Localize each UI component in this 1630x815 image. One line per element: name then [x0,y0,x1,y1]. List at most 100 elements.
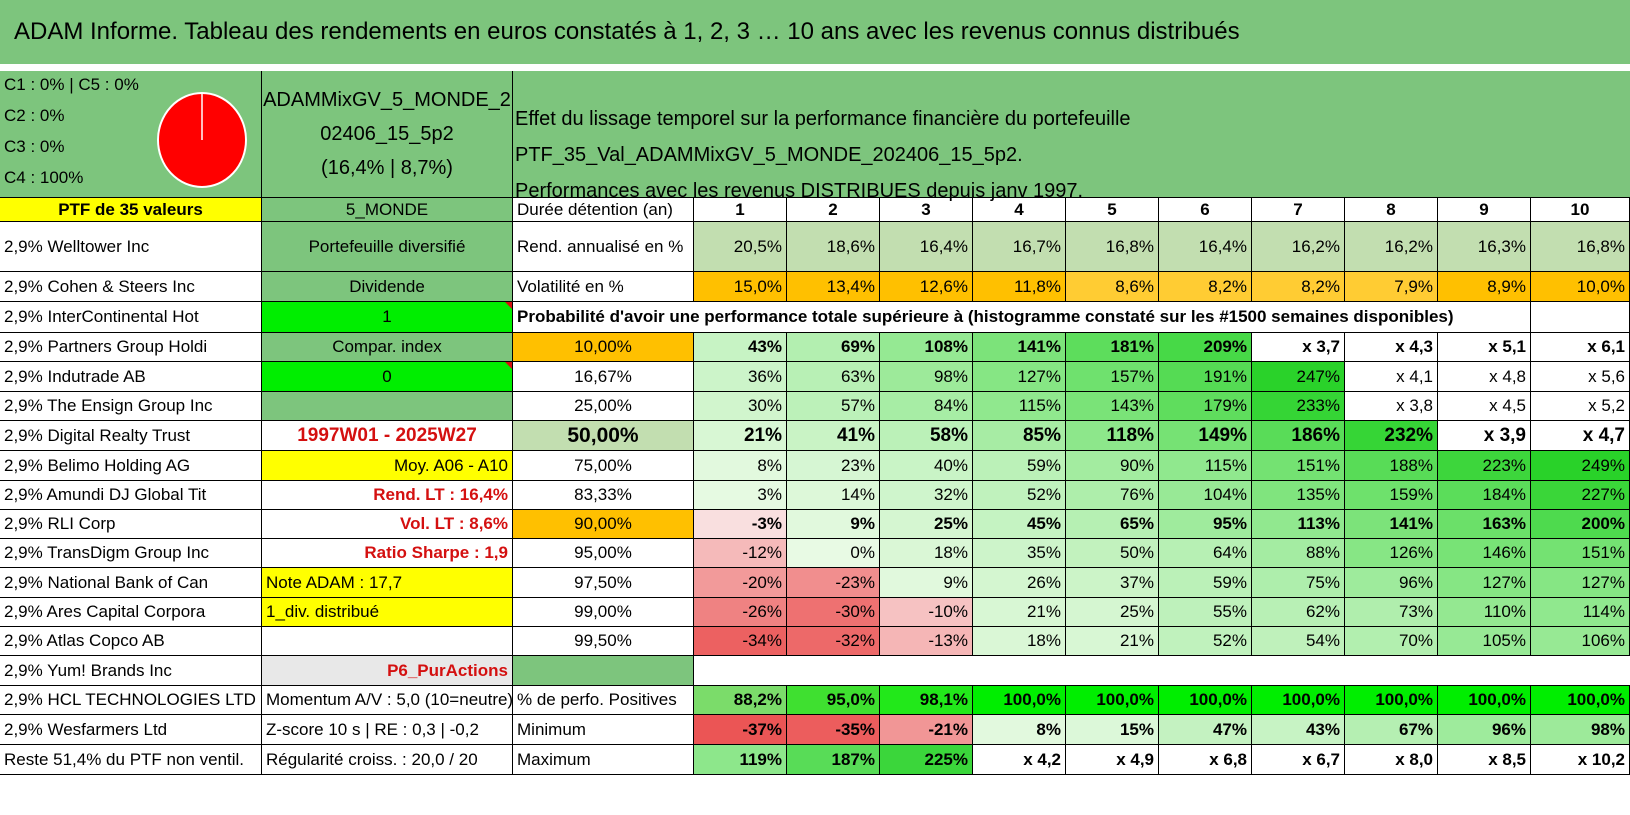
probability-value: 37% [1066,568,1159,598]
legend-line: C1 : 0% | C5 : 0% [4,75,139,94]
probability-value: 21% [973,598,1066,627]
year-header: 8 [1345,198,1438,222]
stat-value: 15% [1066,715,1159,745]
probability-value: 32% [880,481,973,510]
rend-value: 16,2% [1252,222,1345,272]
probability-value: 223% [1438,451,1531,481]
vol-value: 8,2% [1252,272,1345,302]
info-cell: Moy. A06 - A10 [262,451,513,481]
holding-name: 2,9% Amundi DJ Global Tit [0,481,262,510]
stat-value: x 4,2 [973,745,1066,775]
probability-value: -10% [880,598,973,627]
info-cell [262,392,513,421]
probability-value: 43% [694,333,787,362]
probability-value: -26% [694,598,787,627]
year-header: 1 [694,198,787,222]
probability-value: 85% [973,421,1066,451]
portfolio-description: Effet du lissage temporel sur la perform… [513,71,1630,202]
probability-value: 181% [1066,333,1159,362]
stat-value: 47% [1159,715,1252,745]
probability-value: 126% [1345,539,1438,568]
probability-value: -20% [694,568,787,598]
info-cell: 1997W01 - 2025W27 [262,421,513,451]
year-header: 6 [1159,198,1252,222]
probability-level: 97,50% [513,568,694,598]
probability-value: 3% [694,481,787,510]
probability-value: 179% [1159,392,1252,421]
legend-line: C2 : 0% [4,106,65,125]
vol-value: 12,6% [880,272,973,302]
probability-value: 57% [787,392,880,421]
ptf-count-label: PTF de 35 valeurs [0,198,262,222]
info-cell: Régularité croiss. : 20,0 / 20 [262,745,513,775]
probability-value: 25% [880,510,973,539]
stat-value: 119% [694,745,787,775]
holding-name: 2,9% Indutrade AB [0,362,262,392]
probability-value: x 4,5 [1438,392,1531,421]
probability-value: 184% [1438,481,1531,510]
probability-title: Probabilité d'avoir une performance tota… [513,302,1531,333]
probability-level: 10,00% [513,333,694,362]
probability-value: 9% [787,510,880,539]
probability-value: 233% [1252,392,1345,421]
stat-value: 95,0% [787,686,880,715]
probability-value: 209% [1159,333,1252,362]
holding-name: 2,9% Welltower Inc [0,222,262,272]
spacer-row [694,656,1630,686]
probability-value: 186% [1252,421,1345,451]
probability-value: 232% [1345,421,1438,451]
vol-value: 8,9% [1438,272,1531,302]
rend-value: 16,7% [973,222,1066,272]
probability-value: 62% [1252,598,1345,627]
probability-value: 114% [1531,598,1630,627]
probability-value: 8% [694,451,787,481]
rend-value: 16,4% [1159,222,1252,272]
vol-value: 7,9% [1345,272,1438,302]
rend-value: 16,8% [1531,222,1630,272]
portfolio-name: ADAMMixGV_5_MONDE_2 02406_15_5p2 (16,4% … [262,71,513,198]
rend-label: Rend. annualisé en % [513,222,694,272]
stat-value: -21% [880,715,973,745]
probability-value: -34% [694,627,787,656]
probability-value: 18% [880,539,973,568]
vol-value: 15,0% [694,272,787,302]
probability-value: 143% [1066,392,1159,421]
probability-value: 25% [1066,598,1159,627]
holding-name: 2,9% TransDigm Group Inc [0,539,262,568]
probability-value: 90% [1066,451,1159,481]
probability-value: 36% [694,362,787,392]
probability-value: 96% [1345,568,1438,598]
holding-name: 2,9% The Ensign Group Inc [0,392,262,421]
stat-value: 100,0% [1438,686,1531,715]
probability-value: 135% [1252,481,1345,510]
probability-value: 141% [1345,510,1438,539]
stat-value: 225% [880,745,973,775]
probability-value: 50% [1066,539,1159,568]
info-cell: 1_div. distribué [262,598,513,627]
stat-value: 100,0% [1159,686,1252,715]
probability-value: 30% [694,392,787,421]
portfolio-name-line: ADAMMixGV_5_MONDE_2 [263,89,511,111]
probability-value: 26% [973,568,1066,598]
vol-value: 13,4% [787,272,880,302]
stat-value: 187% [787,745,880,775]
probability-value: 98% [880,362,973,392]
probability-value: 146% [1438,539,1531,568]
probability-value: x 4,1 [1345,362,1438,392]
title-separator [0,64,1630,71]
probability-value: 149% [1159,421,1252,451]
probability-value: 14% [787,481,880,510]
probability-value: 9% [880,568,973,598]
year-header: 5 [1066,198,1159,222]
probability-level: 99,00% [513,598,694,627]
holding-name: 2,9% Cohen & Steers Inc [0,272,262,302]
stat-value: 8% [973,715,1066,745]
probability-value: x 3,7 [1252,333,1345,362]
zone-label: 5_MONDE [262,198,513,222]
probability-value: 35% [973,539,1066,568]
info-cell: Momentum A/V : 5,0 (10=neutre) [262,686,513,715]
stat-value: 88,2% [694,686,787,715]
probability-value: 157% [1066,362,1159,392]
probability-value: 115% [973,392,1066,421]
probability-value: -23% [787,568,880,598]
